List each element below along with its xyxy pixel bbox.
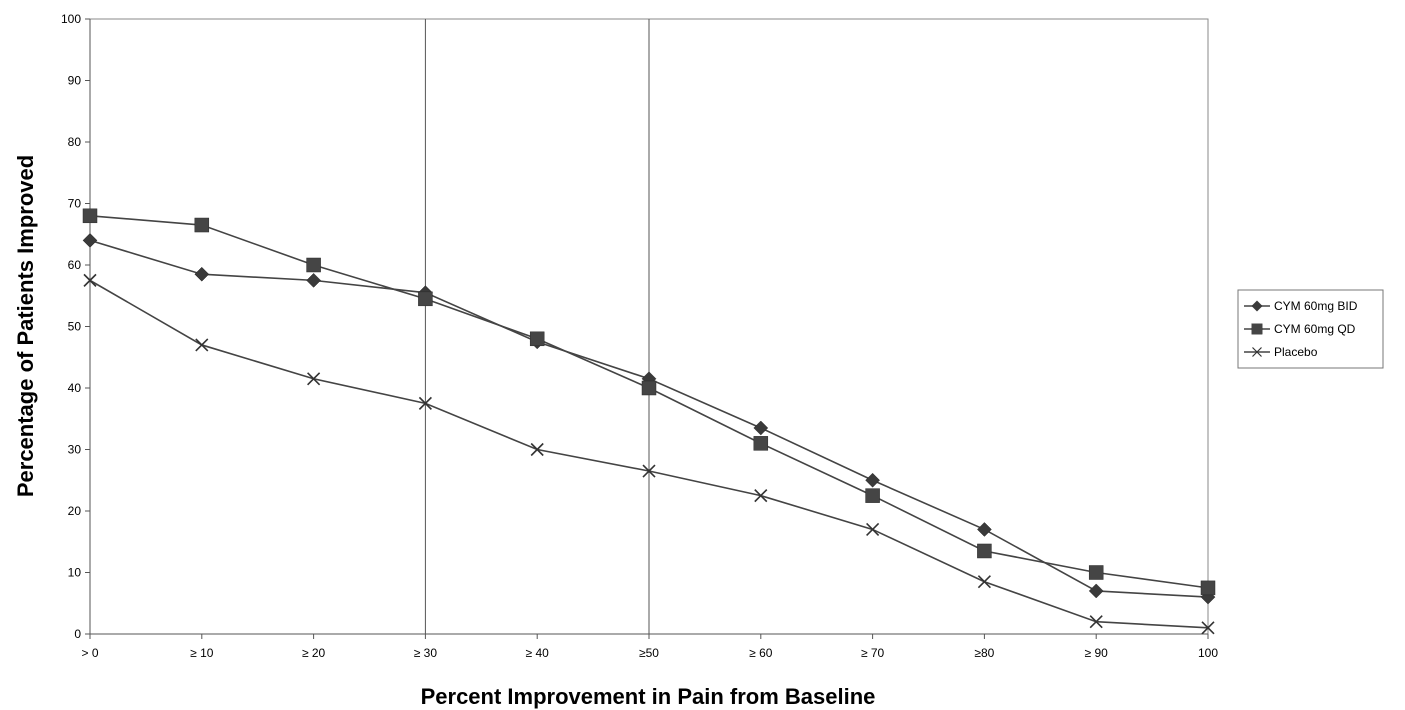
y-tick-label: 60: [68, 258, 82, 272]
data-point: [306, 273, 321, 288]
data-point: [82, 233, 98, 248]
x-tick-label: 100: [1198, 646, 1218, 660]
data-point: [529, 331, 545, 347]
y-tick-label: 10: [68, 566, 82, 580]
legend-label: CYM 60mg QD: [1274, 322, 1356, 336]
x-tick-label: ≥80: [974, 646, 994, 660]
x-tick-label: ≥ 60: [749, 646, 773, 660]
data-point: [865, 472, 880, 488]
y-axis: 0 10 20 30 40 50 60 70 80 90 100: [61, 12, 91, 641]
y-tick-label: 50: [68, 320, 82, 334]
y-axis-title: Percentage of Patients Improved: [13, 155, 38, 497]
data-point: [865, 488, 880, 503]
data-point: [1201, 621, 1215, 635]
y-tick-label: 30: [68, 443, 82, 457]
legend-marker-group: [1251, 323, 1263, 335]
x-axis-title: Percent Improvement in Pain from Baselin…: [421, 684, 876, 709]
series-2: [82, 208, 1216, 596]
data-point: [977, 543, 992, 559]
series-layer: [82, 208, 1216, 635]
x-tick-label: ≥ 90: [1085, 646, 1109, 660]
y-tick-label: 90: [68, 74, 82, 88]
data-point: [195, 338, 209, 352]
data-point: [1088, 583, 1104, 599]
data-point: [754, 489, 768, 503]
legend-marker: [1251, 300, 1263, 312]
y-tick-label: 20: [68, 504, 82, 518]
data-point: [83, 273, 97, 287]
data-point: [642, 464, 656, 478]
y-tick-label: 40: [68, 381, 82, 395]
plot-area: [89, 18, 1209, 635]
legend-marker-group: [1252, 347, 1262, 357]
x-tick-label: > 0: [81, 646, 98, 660]
y-tick-label: 80: [68, 135, 82, 149]
series-3: [83, 273, 1215, 635]
legend-marker: [1252, 347, 1262, 357]
x-tick-label: ≥ 10: [190, 646, 214, 660]
data-point: [307, 372, 321, 386]
data-point: [418, 291, 433, 307]
data-point: [1200, 580, 1216, 596]
data-point: [866, 522, 880, 537]
y-tick-label: 0: [74, 627, 81, 641]
data-point: [753, 436, 769, 451]
data-point: [1089, 615, 1103, 629]
data-point: [1088, 565, 1104, 580]
x-tick-label: ≥50: [639, 646, 659, 660]
x-axis: > 0 ≥ 10 ≥ 20 ≥ 30 ≥ 40 ≥50 ≥ 60 ≥ 70 ≥80 ≥ 90 100: [81, 633, 1218, 660]
data-point: [530, 442, 544, 457]
data-point: [753, 420, 769, 436]
legend-label: Placebo: [1274, 345, 1318, 359]
x-tick-label: ≥ 30: [414, 646, 438, 660]
data-point: [194, 217, 210, 233]
data-point: [194, 266, 210, 282]
legend-label: CYM 60mg BID: [1274, 299, 1358, 313]
data-point: [418, 396, 432, 410]
legend-marker-group: [1251, 300, 1263, 312]
legend-marker: [1251, 323, 1263, 335]
y-tick-label: 70: [68, 197, 82, 211]
data-point: [82, 208, 98, 224]
x-tick-label: ≥ 20: [302, 646, 326, 660]
data-point: [977, 522, 992, 537]
legend: CYM 60mg BID CYM 60mg QD Placebo: [1237, 289, 1384, 369]
y-tick-label: 100: [61, 12, 81, 26]
data-point: [641, 380, 657, 396]
x-tick-label: ≥ 40: [526, 646, 550, 660]
x-tick-label: ≥ 70: [861, 646, 885, 660]
data-point: [306, 257, 321, 273]
data-point: [977, 575, 991, 589]
